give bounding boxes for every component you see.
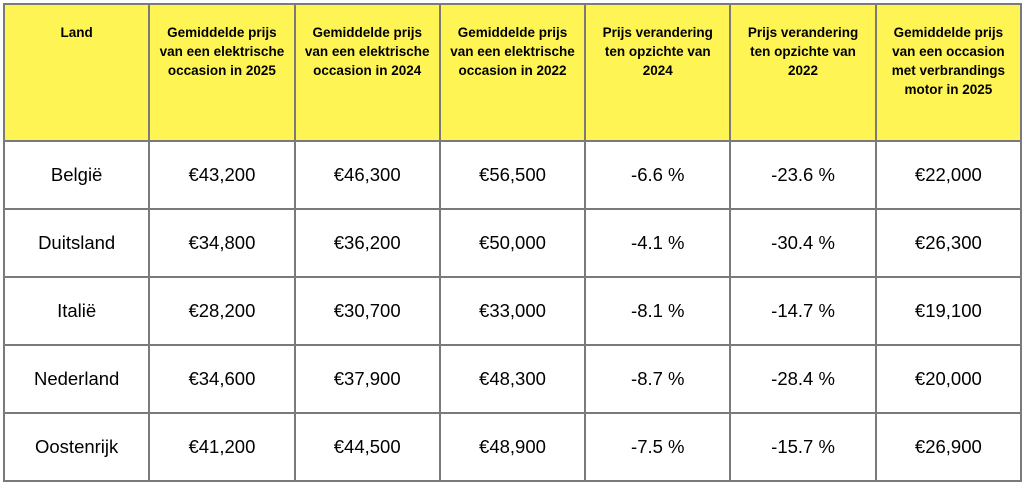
cell-change-vs-2022: -30.4 %	[729, 208, 877, 278]
cell-price-2022: €50,000	[438, 208, 587, 278]
cell-change-vs-2024: -8.7 %	[584, 344, 732, 414]
cell-price-2025: €34,800	[148, 208, 296, 278]
column-header-change-vs-2022: Prijs verandering ten opzichte van 2022	[729, 3, 877, 142]
cell-price-2024: €46,300	[293, 140, 441, 210]
table-row: Nederland €34,600 €37,900 €48,300 -8.7 % -28.…	[2, 344, 1023, 414]
column-header-price-2025: Gemiddelde prijs van een elektrische occ…	[148, 3, 296, 142]
column-header-land: Land	[2, 3, 151, 142]
column-header-price-2022: Gemiddelde prijs van een elektrische occ…	[438, 3, 587, 142]
cell-price-2025: €34,600	[148, 344, 296, 414]
cell-land: Nederland	[2, 344, 151, 414]
cell-combustion-price-2025: €19,100	[874, 276, 1023, 346]
cell-price-2025: €43,200	[148, 140, 296, 210]
cell-combustion-price-2025: €22,000	[874, 140, 1023, 210]
cell-price-2024: €36,200	[293, 208, 441, 278]
cell-change-vs-2024: -8.1 %	[584, 276, 732, 346]
cell-price-2022: €48,900	[438, 412, 587, 482]
cell-combustion-price-2025: €20,000	[874, 344, 1023, 414]
cell-price-2025: €28,200	[148, 276, 296, 346]
price-table: Land Gemiddelde prijs van een elektrische…	[2, 3, 1023, 482]
cell-change-vs-2024: -4.1 %	[584, 208, 732, 278]
table-row: Oostenrijk €41,200 €44,500 €48,900 -7.5 % -15…	[2, 412, 1023, 482]
cell-price-2025: €41,200	[148, 412, 296, 482]
cell-change-vs-2022: -23.6 %	[729, 140, 877, 210]
table-row: Italië €28,200 €30,700 €33,000 -8.1 % -14.7 %…	[2, 276, 1023, 346]
cell-change-vs-2024: -6.6 %	[584, 140, 732, 210]
cell-land: Oostenrijk	[2, 412, 151, 482]
cell-price-2024: €37,900	[293, 344, 441, 414]
cell-price-2022: €33,000	[438, 276, 587, 346]
cell-price-2022: €56,500	[438, 140, 587, 210]
column-header-combustion-price-2025: Gemiddelde prijs van een occasion met ve…	[874, 3, 1023, 142]
cell-price-2024: €44,500	[293, 412, 441, 482]
cell-land: Italië	[2, 276, 151, 346]
column-header-price-2024: Gemiddelde prijs van een elektrische occ…	[293, 3, 441, 142]
cell-land: België	[2, 140, 151, 210]
cell-price-2022: €48,300	[438, 344, 587, 414]
cell-price-2024: €30,700	[293, 276, 441, 346]
header-row: Land Gemiddelde prijs van een elektrische…	[2, 3, 1023, 142]
table-row: België €43,200 €46,300 €56,500 -6.6 % -23.6 %…	[2, 140, 1023, 210]
cell-combustion-price-2025: €26,900	[874, 412, 1023, 482]
column-header-change-vs-2024: Prijs verandering ten opzichte van 2024	[584, 3, 732, 142]
cell-combustion-price-2025: €26,300	[874, 208, 1023, 278]
cell-change-vs-2022: -14.7 %	[729, 276, 877, 346]
table-row: Duitsland €34,800 €36,200 €50,000 -4.1 % -30.…	[2, 208, 1023, 278]
cell-change-vs-2022: -15.7 %	[729, 412, 877, 482]
cell-change-vs-2024: -7.5 %	[584, 412, 732, 482]
cell-land: Duitsland	[2, 208, 151, 278]
cell-change-vs-2022: -28.4 %	[729, 344, 877, 414]
